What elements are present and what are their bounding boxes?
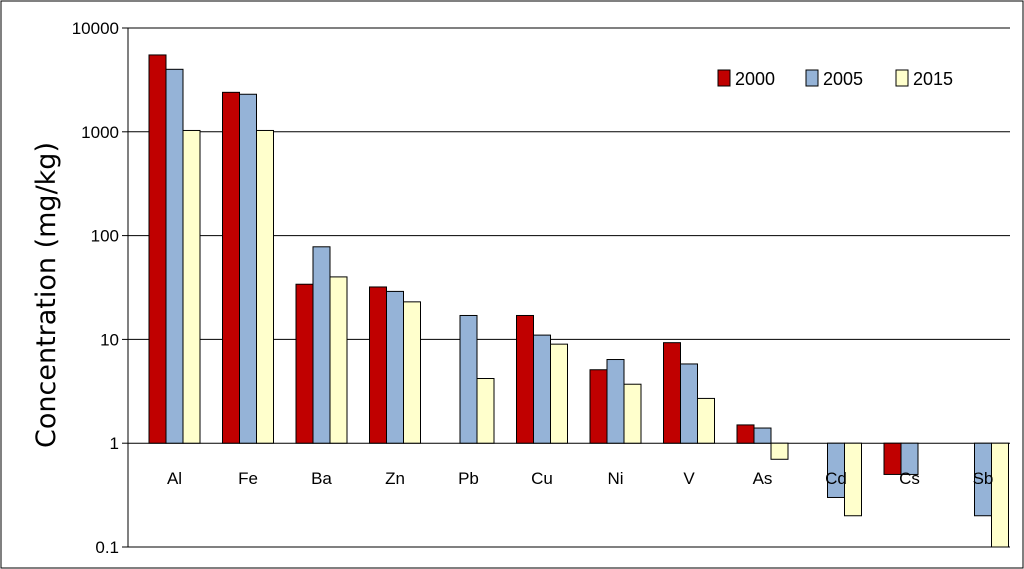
bar-Ni-2015 (623, 383, 642, 444)
bar-Cd-2015 (844, 442, 862, 517)
labels-group: 0.1 1 10 100 1000 10000 Al Fe Ba Zn Pb Cu Ni V As Cd Cs S… (72, 19, 994, 557)
bar-Pb-2005 (459, 314, 478, 444)
bar-Al-2005 (165, 68, 184, 444)
bar-Zn-2005 (386, 290, 404, 444)
bar-Ni-2005 (606, 359, 625, 444)
x-category-label: V (683, 469, 695, 488)
y-tick-label: 0.1 (95, 538, 119, 557)
bar-Ni-2000 (589, 369, 608, 444)
bar-As-2015 (770, 442, 789, 460)
y-tick-label: 1000 (81, 123, 119, 142)
legend-swatch-2000 (717, 69, 731, 87)
x-category-label: Sb (973, 469, 994, 488)
y-tick-label: 100 (91, 227, 119, 246)
axes-group (122, 27, 129, 548)
bar-V-2000 (663, 342, 681, 444)
legend-swatch-2015 (895, 69, 909, 87)
legend-label-2015: 2015 (913, 69, 953, 89)
legend-label-2000: 2000 (735, 69, 775, 89)
gridlines (128, 27, 1010, 548)
bar-Ba-2015 (329, 276, 348, 444)
x-category-label: Fe (238, 469, 258, 488)
x-category-label: Zn (385, 469, 405, 488)
x-category-label: Ni (607, 469, 623, 488)
bar-Cu-2015 (550, 343, 568, 444)
bar-Ba-2000 (295, 283, 314, 444)
bar-Al-2015 (182, 129, 201, 444)
x-category-label: As (753, 469, 773, 488)
y-tick-label: 1 (110, 434, 119, 453)
bar-Sb-2015 (991, 442, 1009, 548)
bar-Al-2000 (148, 54, 167, 444)
x-category-label: Cs (899, 469, 920, 488)
x-category-label: Cu (531, 469, 553, 488)
bar-Ba-2005 (312, 246, 331, 444)
bar-Fe-2005 (239, 93, 257, 444)
bar-Fe-2000 (222, 91, 240, 444)
bar-V-2015 (697, 397, 715, 444)
bar-Zn-2015 (403, 301, 421, 444)
bars-group (148, 54, 1009, 548)
legend: 2000 2005 2015 (717, 69, 953, 89)
bar-Cu-2000 (516, 314, 534, 444)
bar-Cs-2005 (900, 442, 919, 475)
x-category-label: Al (167, 469, 182, 488)
bar-V-2005 (680, 363, 698, 444)
bar-Cu-2005 (533, 334, 551, 444)
legend-label-2005: 2005 (823, 69, 863, 89)
x-category-label: Ba (311, 469, 332, 488)
legend-swatch-2005 (805, 69, 819, 87)
y-tick-label: 10 (100, 330, 119, 349)
y-tick-label: 10000 (72, 19, 119, 38)
x-category-label: Pb (458, 469, 479, 488)
bar-Zn-2000 (369, 286, 387, 444)
x-category-label: Cd (825, 469, 847, 488)
bar-Fe-2015 (256, 129, 274, 444)
bar-As-2000 (736, 424, 755, 444)
bar-As-2005 (753, 427, 772, 444)
y-axis-title: Concentration (mg/kg) (31, 142, 62, 448)
bar-Pb-2015 (476, 378, 495, 444)
